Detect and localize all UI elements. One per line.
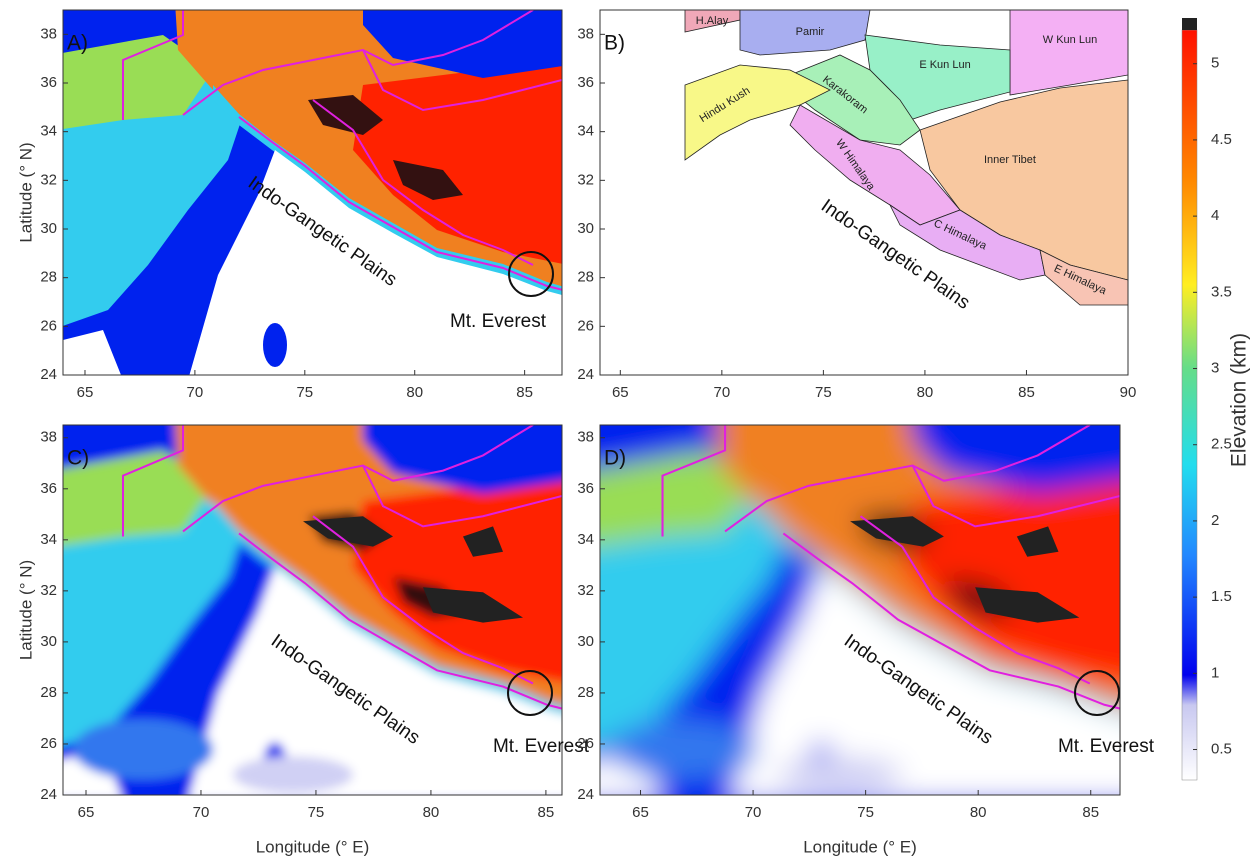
y-tick-label: 38 bbox=[577, 25, 594, 42]
map-content bbox=[23, 384, 603, 840]
y-tick-label: 30 bbox=[577, 220, 594, 237]
x-tick-label: 65 bbox=[612, 384, 629, 401]
y-tick-label: 24 bbox=[577, 366, 594, 383]
x-tick-label: 85 bbox=[1082, 804, 1099, 821]
low-area bbox=[233, 756, 353, 792]
map-area bbox=[558, 384, 1162, 840]
x-tick-label: 80 bbox=[970, 804, 987, 821]
y-tick-label: 28 bbox=[40, 684, 57, 701]
x-tick-label: 85 bbox=[538, 804, 555, 821]
map-area bbox=[23, 0, 603, 420]
y-tick-label: 26 bbox=[577, 735, 594, 752]
x-tick-label: 90 bbox=[1120, 384, 1137, 401]
y-axis-label: Latitude (° N) bbox=[16, 560, 35, 660]
y-tick-label: 30 bbox=[577, 633, 594, 650]
y-tick-label: 26 bbox=[577, 317, 594, 334]
x-tick-label: 80 bbox=[917, 384, 934, 401]
y-tick-label: 28 bbox=[577, 684, 594, 701]
map-content bbox=[600, 10, 1128, 375]
relief bbox=[558, 384, 1162, 840]
x-tick-label: 80 bbox=[406, 384, 423, 401]
colorbar-tick-label: 4 bbox=[1211, 207, 1219, 224]
x-axis-label: Longitude (° E) bbox=[256, 837, 370, 856]
x-tick-label: 70 bbox=[714, 384, 731, 401]
map-area bbox=[23, 384, 603, 840]
y-tick-label: 34 bbox=[577, 123, 594, 140]
x-axis-label: Longitude (° E) bbox=[803, 837, 917, 856]
colorbar-tick-label: 1.5 bbox=[1211, 588, 1232, 605]
y-tick-label: 26 bbox=[40, 735, 57, 752]
figure: A)65707580852426283032343638Indo-Gangeti… bbox=[0, 0, 1259, 863]
x-tick-label: 70 bbox=[187, 384, 204, 401]
x-tick-label: 70 bbox=[745, 804, 762, 821]
x-tick-label: 75 bbox=[857, 804, 874, 821]
y-tick-label: 34 bbox=[40, 531, 57, 548]
peak-label: Mt. Everest bbox=[1058, 736, 1155, 757]
low-area bbox=[73, 719, 213, 780]
y-tick-label: 36 bbox=[40, 480, 57, 497]
y-tick-label: 36 bbox=[577, 480, 594, 497]
x-tick-label: 75 bbox=[308, 804, 325, 821]
y-tick-label: 24 bbox=[40, 366, 57, 383]
colorbar-tick-label: 3.5 bbox=[1211, 283, 1232, 300]
x-tick-label: 85 bbox=[516, 384, 533, 401]
region-label: W Kun Lun bbox=[1043, 34, 1097, 46]
y-tick-label: 26 bbox=[40, 317, 57, 334]
region-label: Inner Tibet bbox=[984, 154, 1036, 166]
x-tick-label: 65 bbox=[632, 804, 649, 821]
y-tick-label: 32 bbox=[40, 171, 57, 188]
x-tick-label: 65 bbox=[78, 804, 95, 821]
colorbar-tick-label: 3 bbox=[1211, 359, 1219, 376]
x-tick-label: 85 bbox=[1018, 384, 1035, 401]
y-tick-label: 34 bbox=[40, 123, 57, 140]
panel-label: A) bbox=[67, 32, 88, 55]
x-tick-label: 75 bbox=[296, 384, 313, 401]
relief bbox=[23, 384, 603, 840]
map-content bbox=[23, 0, 603, 420]
colorbar-label: Elevation (km) bbox=[1228, 333, 1251, 467]
y-tick-label: 34 bbox=[577, 531, 594, 548]
x-tick-label: 70 bbox=[193, 804, 210, 821]
relief bbox=[23, 0, 603, 420]
region-label: H.Alay bbox=[696, 15, 729, 27]
x-tick-label: 80 bbox=[423, 804, 440, 821]
y-tick-label: 32 bbox=[40, 582, 57, 599]
x-tick-label: 75 bbox=[815, 384, 832, 401]
y-tick-label: 24 bbox=[40, 786, 57, 803]
peak-label: Mt. Everest bbox=[450, 311, 547, 332]
colorbar-cap bbox=[1182, 18, 1197, 30]
y-axis-label: Latitude (° N) bbox=[16, 142, 35, 242]
y-tick-label: 38 bbox=[40, 429, 57, 446]
region-label: Pamir bbox=[796, 26, 825, 38]
y-tick-label: 36 bbox=[40, 74, 57, 91]
y-tick-label: 28 bbox=[40, 269, 57, 286]
elevation bbox=[23, 0, 603, 420]
map-area bbox=[600, 10, 1128, 375]
region-label: E Kun Lun bbox=[919, 59, 970, 71]
panel-label: C) bbox=[67, 447, 89, 470]
panel-label: B) bbox=[604, 32, 625, 55]
low-area bbox=[610, 719, 756, 780]
y-tick-label: 36 bbox=[577, 74, 594, 91]
y-tick-label: 30 bbox=[40, 220, 57, 237]
colorbar-tick-label: 2 bbox=[1211, 512, 1219, 529]
x-tick-label: 65 bbox=[77, 384, 94, 401]
peak-label: Mt. Everest bbox=[493, 736, 590, 757]
y-tick-label: 38 bbox=[577, 429, 594, 446]
y-tick-label: 24 bbox=[577, 786, 594, 803]
colorbar-tick-label: 5 bbox=[1211, 55, 1219, 72]
y-tick-label: 32 bbox=[577, 171, 594, 188]
panel-label: D) bbox=[604, 447, 626, 470]
map-content bbox=[558, 384, 1162, 840]
colorbar bbox=[1182, 30, 1197, 780]
low-area bbox=[777, 756, 902, 792]
y-tick-label: 38 bbox=[40, 25, 57, 42]
y-tick-label: 32 bbox=[577, 582, 594, 599]
colorbar-tick-label: 0.5 bbox=[1211, 740, 1232, 757]
colorbar-tick-label: 1 bbox=[1211, 664, 1219, 681]
colorbar-tick-label: 4.5 bbox=[1211, 131, 1232, 148]
y-tick-label: 30 bbox=[40, 633, 57, 650]
y-tick-label: 28 bbox=[577, 269, 594, 286]
